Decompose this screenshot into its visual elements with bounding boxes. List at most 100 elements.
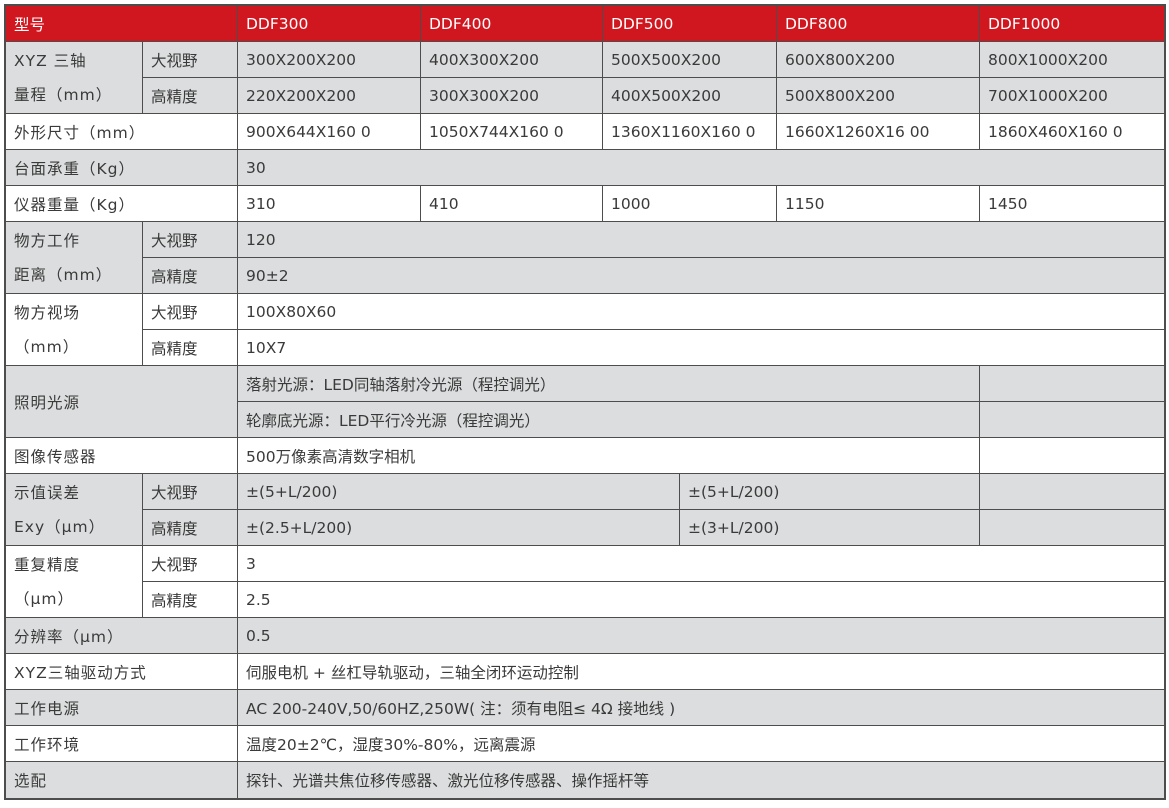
sublabel-large-fov: 大视野	[143, 42, 238, 78]
value-cell: 900X644X160 0	[238, 114, 421, 150]
value-cell: 600X800X200	[777, 42, 980, 78]
header-row: 型号 DDF300 DDF400 DDF500 DDF800 DDF1000	[6, 6, 1164, 42]
value-cell: 1050X744X160 0	[421, 114, 603, 150]
row-object-fov-high: 高精度 10X7	[143, 330, 1164, 366]
sublabel-large-fov: 大视野	[143, 222, 238, 258]
row-power: 工作电源 AC 200-240V,50/60HZ,250W( 注：须有电阻≤ 4…	[6, 690, 1164, 726]
value-cell: 120	[238, 222, 1164, 258]
value-cell: 220X200X200	[238, 78, 421, 114]
value-cell: 1150	[777, 186, 980, 222]
value-cell: 410	[421, 186, 603, 222]
row-illumination-profile: 轮廓底光源：LED平行冷光源（程控调光）	[238, 402, 1164, 438]
row-repeatability: 重复精度 （μm） 大视野 3 高精度 2.5	[6, 546, 1164, 618]
value-cell: 300X200X200	[238, 42, 421, 78]
row-instrument-weight: 仪器重量（Kg） 310 410 1000 1150 1450	[6, 186, 1164, 222]
value-cell: 400X300X200	[421, 42, 603, 78]
header-model-ddf300: DDF300	[238, 6, 421, 42]
row-object-fov: 物方视场 （mm） 大视野 100X80X60 高精度 10X7	[6, 294, 1164, 366]
sublabel-high-precision: 高精度	[143, 78, 238, 114]
sublabel-large-fov: 大视野	[143, 546, 238, 582]
value-cell: 1450	[980, 186, 1164, 222]
row-table-load: 台面承重（Kg） 30	[6, 150, 1164, 186]
row-indication-error: 示值误差 Exy（μm） 大视野 ±(5+L/200) ±(5+L/200) 高…	[6, 474, 1164, 546]
label-options: 选配	[6, 762, 238, 798]
row-drive-mode: XYZ三轴驱动方式 伺服电机 + 丝杠导轨驱动，三轴全闭环运动控制	[6, 654, 1164, 690]
value-cell: 1860X460X160 0	[980, 114, 1164, 150]
sublabel-high-precision: 高精度	[143, 510, 238, 546]
row-working-distance-high-precision: 高精度 90±2	[143, 258, 1164, 294]
value-cell: 30	[238, 150, 1164, 186]
row-dimensions: 外形尺寸（mm） 900X644X160 0 1050X744X160 0 13…	[6, 114, 1164, 150]
label-object-fov: 物方视场 （mm）	[6, 294, 143, 366]
row-image-sensor: 图像传感器 500万像素高清数字相机	[6, 438, 1164, 474]
value-cell: 90±2	[238, 258, 1164, 294]
header-model-ddf800: DDF800	[777, 6, 980, 42]
label-environment: 工作环境	[6, 726, 238, 762]
label-image-sensor: 图像传感器	[6, 438, 238, 474]
row-xyz-range-large-fov: 大视野 300X200X200 400X300X200 500X500X200 …	[143, 42, 1164, 78]
value-cell: 落射光源：LED同轴落射冷光源（程控调光）	[238, 366, 980, 402]
row-illumination: 照明光源 落射光源：LED同轴落射冷光源（程控调光） 轮廓底光源：LED平行冷光…	[6, 366, 1164, 438]
value-cell: 500万像素高清数字相机	[238, 438, 980, 474]
sublabel-high-precision: 高精度	[143, 330, 238, 366]
row-indication-error-large: 大视野 ±(5+L/200) ±(5+L/200)	[143, 474, 1164, 510]
label-resolution: 分辨率（μm）	[6, 618, 238, 654]
header-model-ddf500: DDF500	[603, 6, 777, 42]
row-repeatability-large: 大视野 3	[143, 546, 1164, 582]
label-dimensions: 外形尺寸（mm）	[6, 114, 238, 150]
value-cell: ±(2.5+L/200)	[238, 510, 680, 546]
spec-table: 型号 DDF300 DDF400 DDF500 DDF800 DDF1000 X…	[4, 4, 1166, 800]
value-cell: 500X800X200	[777, 78, 980, 114]
value-cell: ±(5+L/200)	[238, 474, 680, 510]
label-repeatability: 重复精度 （μm）	[6, 546, 143, 618]
value-cell: 1660X1260X16 00	[777, 114, 980, 150]
row-environment: 工作环境 温度20±2℃，湿度30%-80%，远离震源	[6, 726, 1164, 762]
value-cell: 800X1000X200	[980, 42, 1164, 78]
sublabel-high-precision: 高精度	[143, 582, 238, 618]
row-working-distance: 物方工作 距离（mm） 大视野 120 高精度 90±2	[6, 222, 1164, 294]
sublabel-large-fov: 大视野	[143, 474, 238, 510]
header-model-ddf1000: DDF1000	[980, 6, 1164, 42]
label-working-distance: 物方工作 距离（mm）	[6, 222, 143, 294]
value-cell: 300X300X200	[421, 78, 603, 114]
value-cell: 1000	[603, 186, 777, 222]
value-cell: 100X80X60	[238, 294, 1164, 330]
empty-cell	[980, 402, 1164, 438]
value-cell: 2.5	[238, 582, 1164, 618]
value-cell: 探针、光谱共焦位移传感器、激光位移传感器、操作摇杆等	[238, 762, 1164, 798]
value-cell: 3	[238, 546, 1164, 582]
row-options: 选配 探针、光谱共焦位移传感器、激光位移传感器、操作摇杆等	[6, 762, 1164, 798]
label-illumination: 照明光源	[6, 366, 238, 438]
label-table-load: 台面承重（Kg）	[6, 150, 238, 186]
row-indication-error-high: 高精度 ±(2.5+L/200) ±(3+L/200)	[143, 510, 1164, 546]
header-model-col-label: 型号	[6, 6, 238, 42]
row-illumination-epi: 落射光源：LED同轴落射冷光源（程控调光）	[238, 366, 1164, 402]
row-resolution: 分辨率（μm） 0.5	[6, 618, 1164, 654]
row-xyz-range-high-precision: 高精度 220X200X200 300X300X200 400X500X200 …	[143, 78, 1164, 114]
value-cell: AC 200-240V,50/60HZ,250W( 注：须有电阻≤ 4Ω 接地线…	[238, 690, 1164, 726]
empty-cell	[980, 438, 1164, 474]
label-indication-error: 示值误差 Exy（μm）	[6, 474, 143, 546]
row-repeatability-high: 高精度 2.5	[143, 582, 1164, 618]
value-cell: ±(3+L/200)	[680, 510, 980, 546]
row-object-fov-large: 大视野 100X80X60	[143, 294, 1164, 330]
value-cell: 400X500X200	[603, 78, 777, 114]
empty-cell	[980, 366, 1164, 402]
value-cell: 轮廓底光源：LED平行冷光源（程控调光）	[238, 402, 980, 438]
label-xyz-range: XYZ 三轴 量程（mm）	[6, 42, 143, 114]
value-cell: 温度20±2℃，湿度30%-80%，远离震源	[238, 726, 1164, 762]
label-instrument-weight: 仪器重量（Kg）	[6, 186, 238, 222]
row-working-distance-large-fov: 大视野 120	[143, 222, 1164, 258]
value-cell: 伺服电机 + 丝杠导轨驱动，三轴全闭环运动控制	[238, 654, 1164, 690]
empty-cell	[980, 474, 1164, 510]
value-cell: 310	[238, 186, 421, 222]
value-cell: 700X1000X200	[980, 78, 1164, 114]
value-cell: ±(5+L/200)	[680, 474, 980, 510]
value-cell: 1360X1160X160 0	[603, 114, 777, 150]
label-power: 工作电源	[6, 690, 238, 726]
sublabel-large-fov: 大视野	[143, 294, 238, 330]
empty-cell	[980, 510, 1164, 546]
header-model-ddf400: DDF400	[421, 6, 603, 42]
row-xyz-range: XYZ 三轴 量程（mm） 大视野 300X200X200 400X300X20…	[6, 42, 1164, 114]
